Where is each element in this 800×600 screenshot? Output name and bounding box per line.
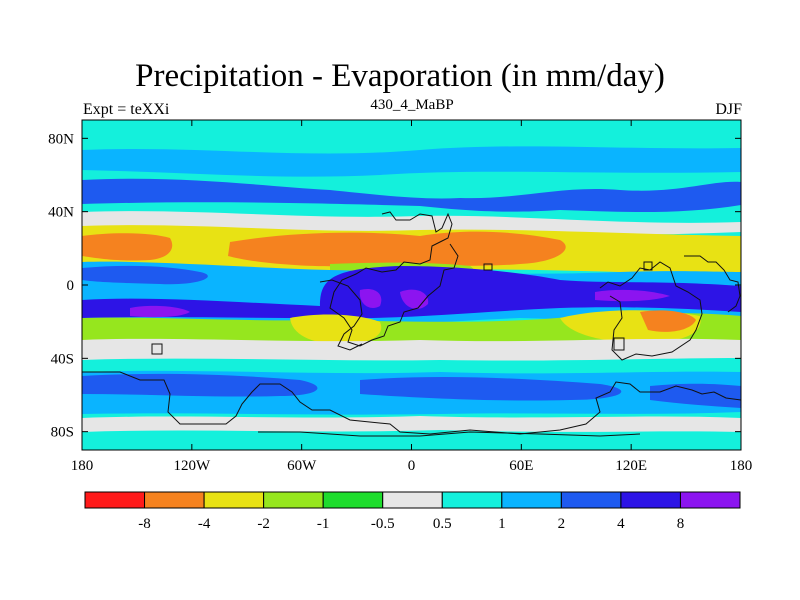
band-s-darkblue-2 (360, 377, 622, 401)
y-tick-label: 80N (48, 131, 74, 147)
outline-island-2 (643, 261, 653, 271)
colorbar-swatch (501, 491, 562, 509)
band-s-darkblue-3 (650, 383, 741, 408)
colorbar-label: 0.5 (433, 516, 452, 532)
x-tick-label: 180 (730, 458, 753, 474)
colorbar-label: -2 (257, 516, 270, 532)
colorbar-swatch (441, 491, 503, 509)
x-tick-label: 60W (287, 458, 317, 474)
colorbar-label: -0.5 (371, 516, 395, 532)
colorbar-swatch (203, 491, 265, 509)
band-n-darkblue (82, 178, 741, 213)
outline-antarctica (82, 371, 741, 435)
y-tick-label: 40N (48, 205, 74, 221)
colorbar-label: -1 (317, 516, 330, 532)
x-tick-label: 0 (408, 458, 416, 474)
colorbar-label: 1 (498, 516, 506, 532)
x-tick-label: 60E (509, 458, 533, 474)
experiment-label: Expt = teXXi (83, 101, 170, 118)
x-tick-label: 120W (173, 458, 211, 474)
colorbar-label: 8 (677, 516, 685, 532)
colorbar-label: -4 (198, 516, 211, 532)
y-tick-label: 40S (51, 351, 74, 367)
chart-title: Precipitation - Evaporation (in mm/day) (135, 58, 665, 94)
axes: 180 120W 60W 0 60E 120E 180 80N 40N 0 40S 80S (48, 120, 752, 474)
band-n-orange-center (228, 231, 566, 267)
itcz-violet-3 (130, 305, 190, 318)
band-n-orange-west (82, 233, 173, 261)
outline-island-3 (613, 337, 625, 351)
colorbar-label: -8 (138, 516, 151, 532)
outline-south-america (319, 279, 363, 351)
colorbar-swatch (144, 491, 205, 509)
outline-antarctic-shelf (258, 431, 641, 437)
colorbar-label: 4 (617, 516, 625, 532)
time-label: 430_4_MaBP (370, 97, 454, 113)
itcz-violet-1 (359, 288, 382, 309)
colorbar-swatch (263, 491, 324, 509)
outline-island-4 (151, 343, 163, 355)
colorbar-swatch (84, 491, 146, 509)
continent-outlines (82, 211, 741, 437)
colorbar-swatch (620, 491, 681, 509)
colorbar-swatch (679, 491, 741, 509)
colorbar-label: 2 (558, 516, 566, 532)
outline-north-america (684, 255, 741, 313)
itcz-darkblue (82, 265, 208, 285)
outline-asia-australia (599, 261, 703, 361)
colorbar-swatch (560, 491, 622, 509)
x-tick-label: 120E (615, 458, 647, 474)
map-field (82, 120, 741, 450)
colorbar: -8 -4 -2 -1 -0.5 0.5 1 2 4 8 (84, 491, 741, 532)
band-s-yellow-1 (290, 314, 382, 344)
band-n-blue (82, 146, 741, 177)
band-s-orange (640, 310, 696, 332)
colorbar-swatch (382, 491, 443, 509)
y-tick-label: 0 (67, 278, 75, 294)
x-tick-label: 180 (71, 458, 94, 474)
colorbar-swatch (322, 491, 384, 509)
season-label: DJF (715, 101, 742, 118)
outline-africa (329, 211, 459, 347)
outline-island-1 (483, 263, 493, 271)
y-tick-label: 80S (51, 425, 74, 441)
